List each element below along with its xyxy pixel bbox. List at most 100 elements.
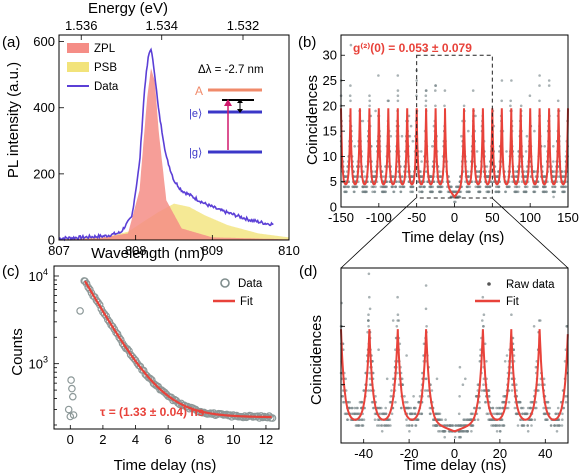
panel-b-raw-point [513, 185, 517, 189]
panel-b-raw-point [368, 94, 371, 97]
panel-b-frame [340, 34, 569, 208]
panel-d-raw-point [368, 307, 372, 311]
panel-a-label: (a) [2, 34, 20, 51]
panel-c-data-point [67, 376, 75, 384]
panel-b-raw-point [436, 185, 440, 189]
panel-d-raw-point [444, 424, 448, 427]
panel-d-raw-point [560, 424, 564, 427]
panel-b-raw-point [552, 160, 555, 163]
panel-d-raw-point [367, 389, 370, 392]
panel-d-raw-point [444, 418, 447, 422]
panel-d-raw-point [498, 430, 502, 433]
panel-b-y-tick-label: 25 [323, 73, 337, 88]
panel-d-raw-point [482, 325, 485, 328]
panel-c-y-tick-label: 103 [29, 355, 48, 372]
panel-d-raw-point [357, 412, 360, 416]
panel-b-raw-point [391, 185, 395, 189]
panel-d-raw-point [464, 377, 467, 381]
panel-c-tau-annotation: τ = (1.33 ± 0.04) ns [100, 405, 205, 419]
panel-b-raw-point [509, 104, 512, 108]
panel-a-y-tick-label: 400 [33, 100, 55, 115]
panel-b-raw-point [385, 185, 389, 189]
panel-d-raw-point [463, 430, 466, 433]
panel-c-ylabel: Counts [9, 328, 26, 376]
panel-b-raw-point [477, 190, 480, 194]
panel-d-raw-point [458, 395, 461, 398]
panel-b-raw-point [355, 185, 358, 189]
panel-d-raw-point [413, 412, 417, 416]
panel-d-x-tick-label: 40 [538, 446, 552, 461]
detuning-arrow-head-up [237, 99, 243, 103]
panel-d-raw-point [412, 395, 415, 398]
panel-d-raw-point [377, 348, 380, 352]
panel-b-x-tick-label: -50 [407, 210, 426, 225]
panel-b-raw-point [428, 190, 432, 194]
panel-b-raw-point [407, 114, 411, 118]
panel-d-raw-point [461, 383, 465, 387]
panel-b-raw-point [517, 185, 521, 189]
panel-b-raw-point [438, 175, 442, 178]
panel-d-raw-point [459, 424, 463, 427]
panel-b-raw-point [420, 175, 424, 178]
panel-b-raw-point [478, 185, 482, 189]
panel-b-raw-point [547, 79, 551, 82]
panel-b-raw-point [533, 129, 536, 133]
panel-c-data-point [69, 411, 78, 419]
panel-d-raw-point [390, 412, 394, 416]
panel-b-raw-point [524, 185, 527, 189]
panel-d-raw-point [438, 430, 442, 433]
panel-d-label: (d) [299, 263, 317, 280]
panel-a-frame [58, 34, 290, 241]
panel-b-raw-point [513, 170, 517, 173]
panel-d-raw-point [384, 406, 388, 410]
panel-b-raw-point [500, 79, 504, 82]
panel-d-raw-point [553, 424, 556, 427]
panel-a-y-tick-label: 0 [48, 233, 55, 248]
panel-d-raw-point [533, 418, 537, 422]
panel-b-raw-point [543, 175, 546, 178]
panel-d-raw-point [565, 395, 568, 398]
panel-d-raw-point [521, 412, 524, 416]
panel-b-raw-point [465, 185, 469, 189]
panel-b-raw-point [505, 150, 508, 153]
panel-d-raw-point [470, 424, 473, 427]
panel-d-raw-point [430, 389, 434, 392]
panel-b-raw-point [474, 114, 477, 118]
panel-b-raw-point [438, 190, 441, 194]
panel-b-raw-point [475, 150, 479, 153]
panel-b-raw-point [398, 185, 402, 189]
panel-c-y-tick-label: 104 [29, 267, 48, 284]
panel-b-raw-point [552, 195, 555, 199]
panel-d-frame [340, 267, 569, 444]
panel-d-ylabel: Coincidences [308, 315, 325, 405]
panel-b-raw-point [394, 185, 398, 189]
panel-d-raw-point [537, 389, 540, 392]
panel-d-raw-point [522, 424, 526, 427]
panel-d-raw-point [526, 424, 529, 427]
panel-c-x-tick-label: 8 [197, 432, 204, 447]
panel-d-raw-point [424, 377, 428, 381]
panel-c-x-tick-label: 0 [67, 432, 74, 447]
panel-b-raw-point [373, 190, 377, 194]
panel-b-raw-point [454, 200, 457, 204]
panel-b-raw-point [552, 145, 555, 148]
panel-a-top-axis-label: Energy (eV) [88, 0, 168, 17]
panel-d-raw-point [501, 406, 505, 410]
panel-b-raw-point [368, 99, 372, 103]
panel-d-raw-point [526, 406, 530, 410]
panel-d-raw-point [380, 430, 384, 433]
panel-d-raw-point [360, 424, 363, 427]
panel-b-raw-point [476, 185, 480, 189]
panel-d-raw-point [446, 424, 450, 427]
panel-b-raw-point [534, 185, 537, 189]
panel-d-raw-point [379, 412, 382, 416]
panel-d-raw-point [396, 319, 400, 322]
panel-b-raw-point [443, 104, 446, 108]
panel-c-data-point [64, 405, 73, 414]
panel-d-raw-point [471, 412, 475, 416]
panel-d-raw-point [360, 400, 364, 404]
panel-b-raw-point [562, 190, 566, 194]
panel-a-x-tick-label: 810 [278, 243, 300, 258]
panel-d-raw-point [466, 418, 469, 422]
panel-b-raw-point [434, 84, 437, 87]
